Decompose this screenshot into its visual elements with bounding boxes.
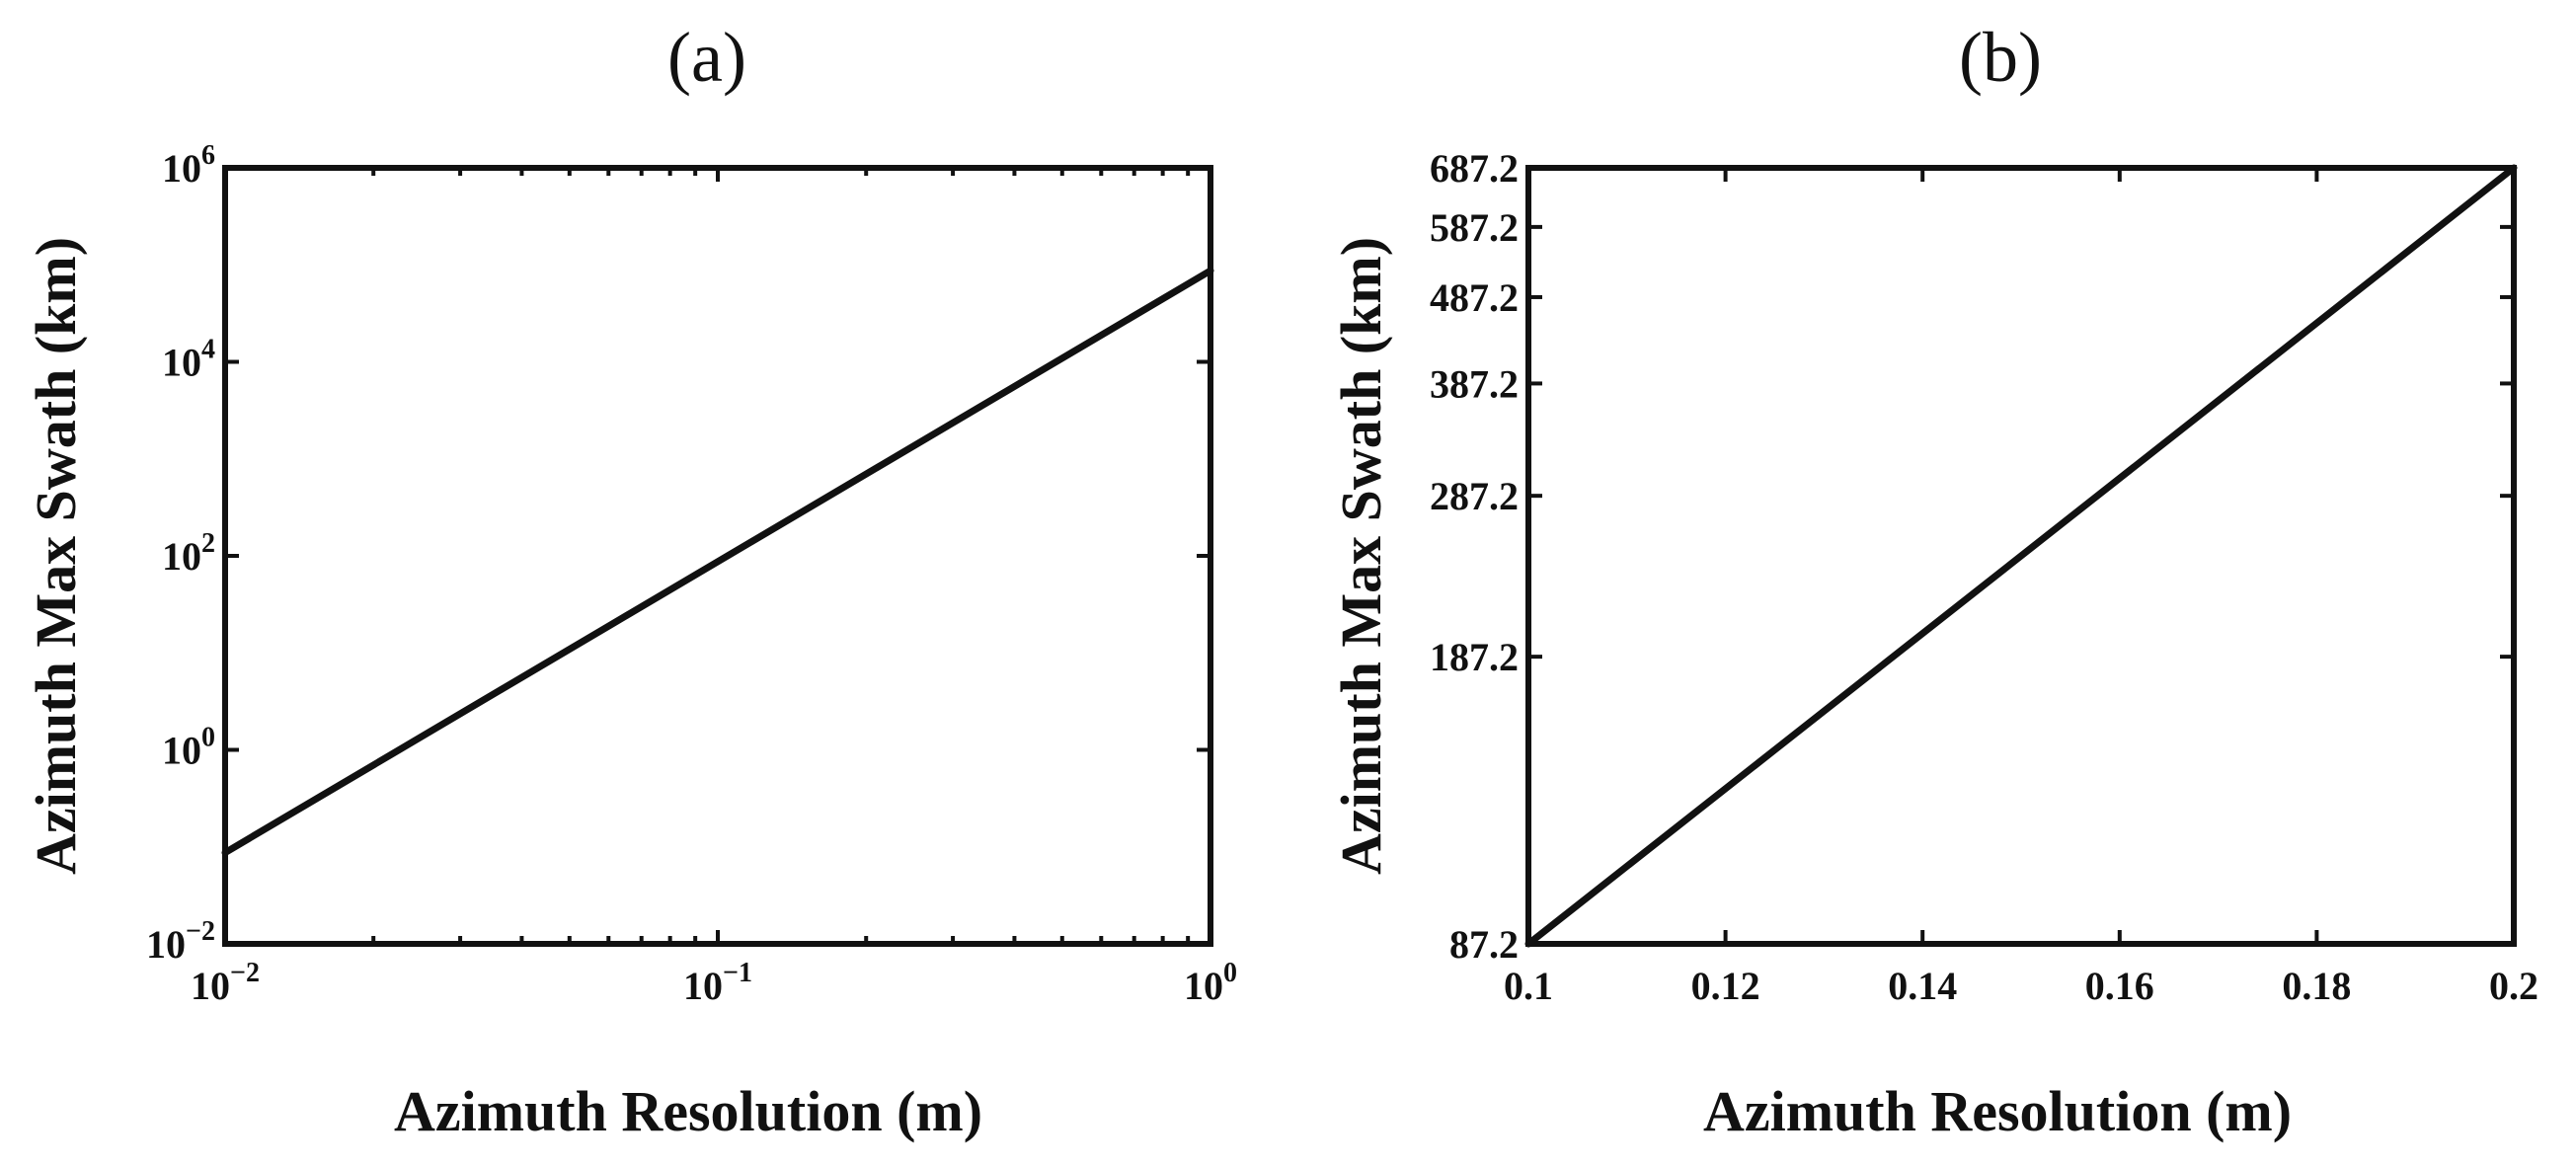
panel-b: (b) 0.1 0.12 0.14 0.16 0.18 0.2 87.2 187.2 287.2… [1329,18,2538,1143]
panel-b-title: (b) [1959,18,2042,97]
panel-b-xtick-label: 0.14 [1888,964,1957,1008]
panel-a-ylabel: Azimuth Max Swath (km) [24,237,88,875]
panel-b-ticks: 0.1 0.12 0.14 0.16 0.18 0.2 87.2 187.2 287.2 387.… [1430,146,2538,1008]
panel-a: (a) 10−2 10−1 100 10−2 100 102 104 106 Azimuth … [24,18,1237,1143]
panel-a-ytick-label: 106 [162,140,215,191]
panel-b-ytick-label: 687.2 [1430,146,1519,191]
panel-a-ytick-label: 100 [162,723,215,773]
panel-b-ytick-label: 487.2 [1430,275,1519,320]
panel-b-ytick-label: 87.2 [1449,922,1519,967]
panel-b-series [1524,164,2518,948]
panel-b-xtick-label: 0.16 [2085,964,2154,1008]
panel-a-xtick-label: 10−1 [683,958,752,1008]
panel-a-xlabel: Azimuth Resolution (m) [394,1079,982,1143]
panel-a-ticks: 10−2 10−1 100 10−2 100 102 104 106 [146,140,1237,1008]
panel-a-series [221,267,1214,857]
panel-a-xtick-label: 100 [1184,958,1237,1008]
panel-b-ytick-label: 287.2 [1430,474,1519,518]
panel-b-series-line [1524,164,2518,948]
panel-b-ytick-label: 187.2 [1430,635,1519,679]
panel-a-xtick-label: 10−2 [191,958,260,1008]
panel-a-plot-area [222,165,1213,947]
panel-b-xlabel: Azimuth Resolution (m) [1703,1079,2292,1143]
panel-b-ylabel: Azimuth Max Swath (km) [1329,237,1393,875]
panel-b-plot-area [1525,165,2517,947]
panel-b-xtick-label: 0.2 [2489,964,2538,1008]
panel-b-ytick-label: 587.2 [1430,205,1519,250]
panel-b-ytick-label: 387.2 [1430,361,1519,406]
panel-b-xtick-label: 0.12 [1691,964,1760,1008]
panel-a-series-line [221,267,1214,857]
panel-b-xtick-label: 0.18 [2282,964,2351,1008]
panel-a-ytick-label: 10−2 [146,916,215,967]
panel-a-title: (a) [667,18,746,97]
panel-a-ytick-label: 104 [162,335,215,385]
panel-b-xtick-label: 0.1 [1504,964,1553,1008]
panel-a-ytick-label: 102 [162,528,215,579]
